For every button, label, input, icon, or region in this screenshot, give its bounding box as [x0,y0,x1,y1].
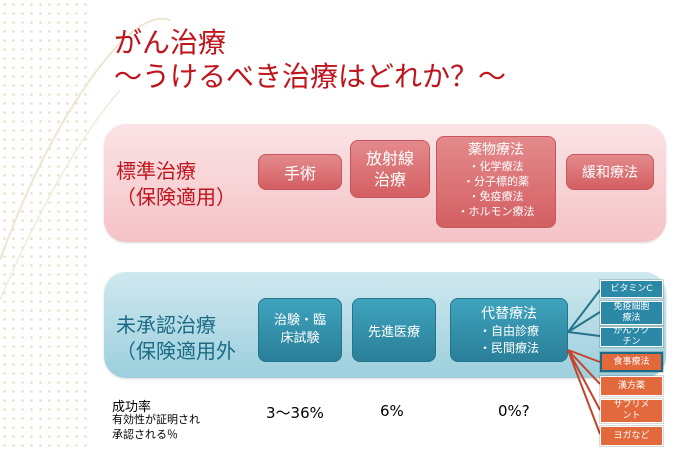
alternative-therapy-box: 代替療法 ・自由診療 ・民間療法 [450,298,568,362]
vitamin-c-item: ビタミンC [600,280,663,298]
success-rate-label: 成功率 [112,400,152,415]
supplement-item: サプリメ ント [600,399,663,423]
alternative-title: 代替療法 [481,306,537,322]
alternative-success-rate: 0%? [498,402,530,420]
cancer-vaccine-item: がんワク チン [600,327,663,347]
diet-therapy-item: 食事療法 [600,352,663,372]
drug-item: ・分子標的薬 [463,175,529,188]
drug-therapy-title: 薬物療法 [468,142,524,158]
surgery-box: 手術 [258,154,342,190]
alternative-item: ・民間療法 [478,341,539,355]
clinical-trial-box: 治験・臨 床試験 [258,298,342,362]
standard-treatment-label: 標準治療 （保険適用） [116,159,236,209]
drug-therapy-box: 薬物療法 ・化学療法 ・分子標的薬 ・免疫療法 ・ホルモン療法 [436,136,556,228]
trial-success-rate: 3～36% [266,404,324,422]
drug-item: ・化学療法 [468,160,524,173]
drug-item: ・免疫療法 [468,190,524,203]
advanced-medicine-box: 先進医療 [352,298,436,362]
alternative-item: ・自由診療 [478,324,539,338]
immune-cell-therapy-item: 免疫細胞 療法 [600,301,663,325]
kampo-item: 漢方薬 [600,376,663,396]
advanced-success-rate: 6% [380,402,404,420]
radiation-box: 放射線 治療 [350,140,430,198]
yoga-item: ヨガなど [600,426,663,446]
unapproved-treatment-label: 未承認治療 （保険適用外 [116,313,236,363]
page-title: がん治療 ～うけるべき治療はどれか？～ [114,26,507,93]
palliative-box: 緩和療法 [566,154,654,190]
drug-item: ・ホルモン療法 [457,205,535,218]
success-rate-description: 有効性が証明され 承認される％ [112,413,200,441]
